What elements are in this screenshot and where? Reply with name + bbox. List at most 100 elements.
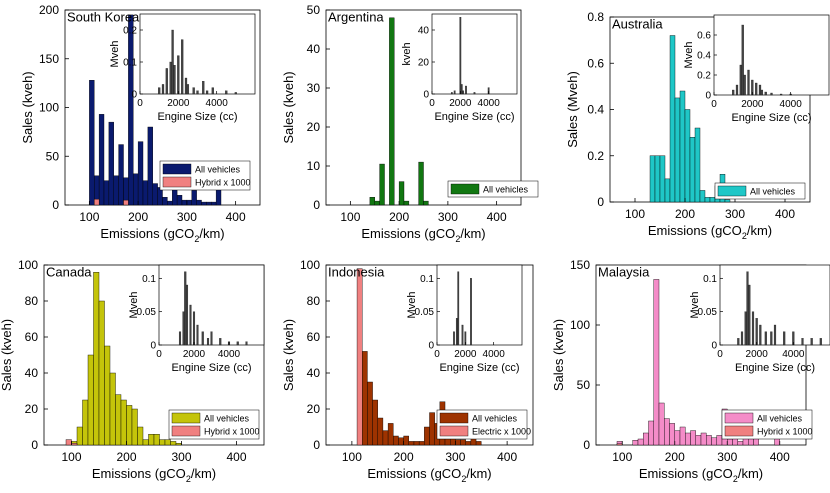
inset-y-tick-label: 0.4 [697,51,711,62]
inset-x-axis-label: Engine Size (cc) [171,362,251,374]
x-tick-label: 200 [116,450,136,464]
y-tick-label: 80 [25,294,39,308]
inset-bar [236,341,239,346]
y-tick-label: 50 [46,149,60,163]
bar [664,178,671,203]
x-tick-label: 100 [625,207,645,221]
sub-bar [123,199,129,206]
bar [403,200,410,206]
legend-swatch [439,412,469,424]
legend-swatch [724,425,754,437]
inset-y-tick-label: 0.05 [698,307,718,318]
panel-title: Australia [612,17,663,32]
y-tick-label: 0 [31,438,38,452]
bar [389,17,395,206]
bar [679,90,686,203]
y-tick-label: 100 [39,101,59,115]
x-axis-label: Emissions (gCO2/km) [639,466,763,484]
inset-bar [473,92,476,95]
bar [398,181,405,206]
inset-bar [759,324,762,346]
bar [398,437,404,446]
bar [424,426,430,446]
panel-title: Canada [46,265,92,280]
legend: All vehicles Electric x 1000 [436,409,531,440]
inset-bar [205,90,209,95]
inset-bar [462,90,465,95]
bar [162,196,168,206]
inset-bar [460,84,463,95]
inset-x-tick-label: 4000 [483,349,506,360]
inset-y-axis-label: Mveh [128,292,140,319]
bar [649,155,656,203]
bar [76,426,83,446]
inset-x-axis-label: Engine Size (cc) [731,112,811,124]
x-tick-label: 300 [171,450,191,464]
x-tick-label: 100 [340,210,360,224]
y-tick-label: 0 [52,198,59,212]
bar [98,300,105,446]
y-tick-label: 50 [577,378,591,392]
bar [679,426,686,446]
y-tick-label: 60 [25,330,39,344]
bar [418,161,424,206]
y-axis-label: Sales (kveh) [281,71,296,143]
x-tick-label: 200 [675,207,695,221]
x-axis-label: Emissions (gCO2/km) [648,223,772,241]
inset-x-tick-label: 4000 [780,99,803,110]
inset: 0 2000 4000 0 0.1 0.2 Engine Size (cc) Mveh [109,13,256,123]
bar [137,426,144,446]
bar [648,420,654,446]
x-tick-label: 300 [725,207,745,221]
bar [93,272,100,446]
inset-bar [450,92,453,95]
inset-y-axis-label: Mveh [683,42,695,69]
bar [109,372,116,446]
y-tick-label: 0 [313,198,320,212]
y-tick-label: 150 [39,52,59,66]
inset-y-tick-label: 0.05 [415,307,435,318]
bar [711,437,717,446]
inset-y-tick-label: 0 [423,90,429,101]
legend-swatch [717,185,747,197]
inset-y-tick-label: 0.05 [137,307,157,318]
inset-bar [760,89,764,96]
y-tick-label: 80 [307,294,321,308]
inset-bar [453,90,456,95]
inset-bar [755,318,758,346]
y-tick-label: 150 [570,258,590,272]
inset-bar [732,89,735,96]
bar [669,423,675,446]
inset-bar [751,311,755,346]
x-tick-label: 300 [717,450,737,464]
x-axis-label: Emissions (gCO2/km) [367,466,491,484]
legend: All vehicles Hybrid x 1000 [721,409,813,440]
x-tick-label: 200 [394,450,414,464]
bar [153,434,160,446]
bar [196,199,202,206]
inset-x-tick-label: 2000 [449,98,472,109]
inset-bar [161,84,165,95]
bar [186,199,192,206]
x-tick-label: 400 [487,210,507,224]
y-axis-label: Sales (kveh) [281,319,296,391]
bar [82,399,89,446]
inset-bar [186,84,190,95]
bar [211,201,217,206]
bar [120,399,127,446]
bar [658,402,665,446]
legend-label: All vehicles [750,187,796,197]
bar [206,201,212,206]
bar [685,432,691,446]
legend-swatch [450,183,480,195]
y-tick-label: 200 [39,3,59,17]
inset-bar [737,338,740,346]
bar [148,434,155,446]
legend-label: All vehicles [204,414,250,424]
bar [382,430,389,446]
inset-bar [210,331,213,346]
panel-title: Malaysia [598,265,650,280]
inset-y-tick-label: 0.1 [142,274,156,285]
inset-bar [819,338,822,346]
x-tick-label: 300 [177,210,197,224]
